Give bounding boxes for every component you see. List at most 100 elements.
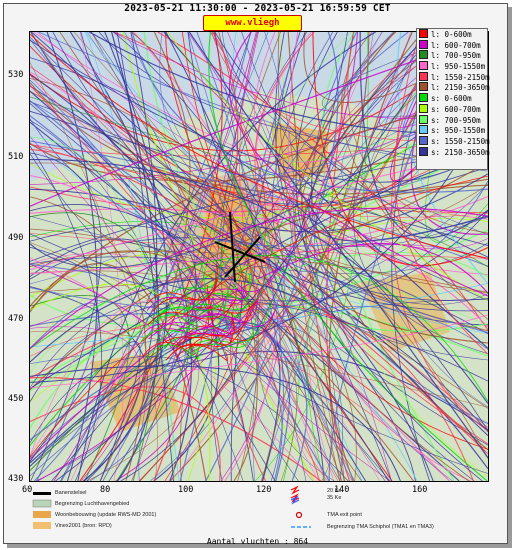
x-tick-160: 160 <box>412 485 428 495</box>
legend-swatch <box>419 146 428 156</box>
flight-track <box>256 32 383 481</box>
flight-track <box>30 82 488 195</box>
flight-track <box>321 32 488 117</box>
key-airport: Begrenzing Luchthavengebied <box>55 501 130 507</box>
legend-label: l: 2150-3650m <box>431 83 490 93</box>
legend-swatch <box>419 39 428 49</box>
y-tick-470: 470 <box>8 314 24 324</box>
legend-label: l: 0-600m <box>431 30 472 39</box>
flight-track <box>30 305 488 477</box>
legend-item: l: 600-700m <box>417 39 487 51</box>
flight-track <box>308 32 488 242</box>
legend-label: s: 1550-2150m <box>431 136 490 146</box>
key-tma-exit: TMA exit point <box>327 512 362 518</box>
legend-label: s: 700-950m <box>431 115 481 125</box>
x-tick-140: 140 <box>334 485 350 495</box>
flight-track <box>30 295 130 481</box>
site-link[interactable]: www.vliegh inder.nl <box>203 15 302 42</box>
runway-swatch <box>33 492 51 495</box>
legend-label: l: 1550-2150m <box>431 72 490 82</box>
flight-track <box>30 96 488 268</box>
runway-system <box>214 211 266 283</box>
flight-track <box>55 32 453 481</box>
approach-track <box>171 290 261 347</box>
key-vinex: Vinex2001 (bron: RPD) <box>55 523 112 529</box>
flight-track <box>131 32 488 193</box>
flight-track <box>261 32 443 481</box>
legend-swatch <box>419 71 428 81</box>
flight-track <box>30 253 219 481</box>
altitude-legend: l: 0-600m l: 600-700m l: 700-950m l: 950-15… <box>416 28 490 170</box>
flight-track <box>30 282 488 348</box>
flight-track <box>30 71 326 481</box>
flight-track <box>30 233 488 259</box>
flight-track <box>30 106 488 446</box>
x-tick-80: 80 <box>100 485 111 495</box>
y-tick-430: 430 <box>8 474 24 484</box>
flight-track <box>312 32 488 266</box>
flight-track <box>30 283 211 481</box>
y-tick-490: 490 <box>8 233 24 243</box>
flight-track <box>341 32 488 320</box>
x-tick-100: 100 <box>178 485 194 495</box>
approach-track <box>140 292 191 342</box>
legend-item: l: 1550-2150m <box>417 71 490 83</box>
flight-track <box>30 242 200 481</box>
flight-track <box>361 32 488 408</box>
flight-track <box>30 33 488 259</box>
legend-label: s: 2150-3650m <box>431 147 490 157</box>
time-range-title: 2023-05-21 11:30:00 - 2023-05-21 16:59:5… <box>124 3 391 14</box>
flight-track <box>304 32 488 234</box>
flight-track <box>30 207 488 349</box>
flight-track <box>30 263 283 481</box>
flight-track <box>30 88 488 269</box>
flight-track <box>30 246 276 481</box>
flight-track <box>30 57 488 432</box>
map-key-symbols <box>32 485 311 529</box>
flight-track <box>30 188 434 481</box>
flight-track <box>120 32 348 481</box>
legend-item: s: 700-950m <box>417 114 487 126</box>
flight-track <box>30 278 488 470</box>
flight-track <box>30 62 158 481</box>
approach-track <box>172 299 258 350</box>
approach-track <box>160 287 229 342</box>
flight-track <box>30 302 100 481</box>
flight-track <box>30 149 488 455</box>
key-tma-limit: Begrenzing TMA Schiphol (TMA1 en TMA3) <box>327 524 434 530</box>
flight-track <box>30 341 141 481</box>
approach-track <box>152 264 219 312</box>
approach-track <box>158 260 207 318</box>
approach-track <box>192 297 259 323</box>
flight-track <box>30 377 322 481</box>
flight-track <box>60 32 409 481</box>
flight-track <box>287 32 471 481</box>
flight-track <box>30 225 197 481</box>
key-runway: Banenstelsel <box>55 490 87 496</box>
flight-track <box>196 32 284 481</box>
flight-track <box>30 256 488 433</box>
flight-track <box>116 32 175 481</box>
housing-area-south <box>90 352 180 432</box>
legend-item: s: 950-1550m <box>417 125 487 136</box>
y-tick-510: 510 <box>8 152 24 162</box>
approach-track <box>194 273 251 306</box>
flight-track <box>30 203 389 481</box>
approach-track <box>146 344 199 359</box>
flight-track <box>30 118 488 247</box>
legend-item: l: 950-1550m <box>417 61 487 72</box>
flight-track <box>254 32 488 445</box>
approach-track <box>143 298 225 334</box>
flight-track <box>82 32 168 481</box>
flight-track <box>30 300 319 481</box>
legend-swatch <box>419 114 428 124</box>
flight-track <box>102 32 394 481</box>
flight-track <box>326 32 355 481</box>
legend-swatch <box>419 61 428 71</box>
flight-track <box>30 184 488 391</box>
key-ke20: 20 Ke <box>327 488 342 494</box>
flight-track <box>30 146 488 384</box>
legend-swatch <box>419 103 428 113</box>
ke35-contour-icon <box>290 495 300 505</box>
flight-track <box>124 32 355 481</box>
